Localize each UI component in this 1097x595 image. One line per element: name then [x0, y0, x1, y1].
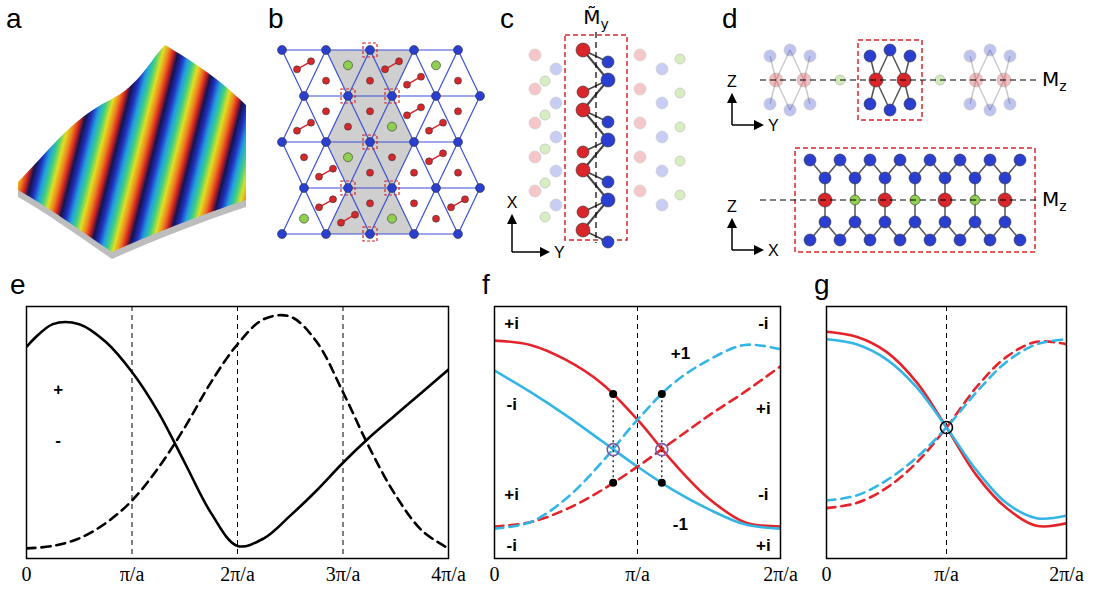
- svg-text:π/a: π/a: [120, 563, 145, 585]
- svg-text:M̃y: M̃y: [583, 5, 609, 32]
- svg-text:-i: -i: [758, 485, 768, 504]
- svg-text:-1: -1: [673, 515, 688, 534]
- svg-text:π/a: π/a: [934, 563, 959, 585]
- svg-text:+: +: [53, 380, 63, 399]
- svg-text:2π/a: 2π/a: [220, 563, 255, 585]
- svg-text:Y: Y: [554, 244, 565, 261]
- svg-text:-i: -i: [506, 395, 516, 414]
- svg-text:Y: Y: [768, 117, 779, 134]
- svg-text:4π/a: 4π/a: [431, 563, 466, 585]
- svg-text:-i: -i: [758, 314, 768, 333]
- html-text:g: g: [814, 269, 830, 300]
- svg-text:X: X: [507, 194, 518, 211]
- svg-text:2π/a: 2π/a: [763, 563, 798, 585]
- svg-text:+i: +i: [756, 536, 771, 555]
- svg-text:Mz: Mz: [1042, 67, 1067, 94]
- svg-text:+i: +i: [504, 314, 519, 333]
- svg-text:2π/a: 2π/a: [1049, 563, 1084, 585]
- svg-text:b: b: [268, 3, 284, 34]
- svg-text:Mz: Mz: [1042, 187, 1067, 214]
- svg-text:+i: +i: [756, 399, 771, 418]
- svg-text:+i: +i: [504, 485, 519, 504]
- svg-text:0: 0: [22, 563, 32, 585]
- svg-text:0: 0: [490, 563, 500, 585]
- svg-text:π/a: π/a: [625, 563, 650, 585]
- svg-text:0: 0: [822, 563, 832, 585]
- svg-text:3π/a: 3π/a: [326, 563, 361, 585]
- html-text:f: f: [482, 269, 490, 300]
- svg-text:d: d: [722, 3, 738, 34]
- svg-text:Z: Z: [727, 198, 737, 215]
- svg-text:-: -: [55, 431, 61, 450]
- svg-text:a: a: [6, 3, 22, 34]
- svg-text:Z: Z: [727, 73, 737, 90]
- svg-text:c: c: [500, 3, 514, 34]
- svg-text:X: X: [768, 242, 779, 259]
- svg-text:+1: +1: [671, 344, 690, 363]
- html-text:e: e: [10, 269, 26, 300]
- svg-text:-i: -i: [506, 536, 516, 555]
